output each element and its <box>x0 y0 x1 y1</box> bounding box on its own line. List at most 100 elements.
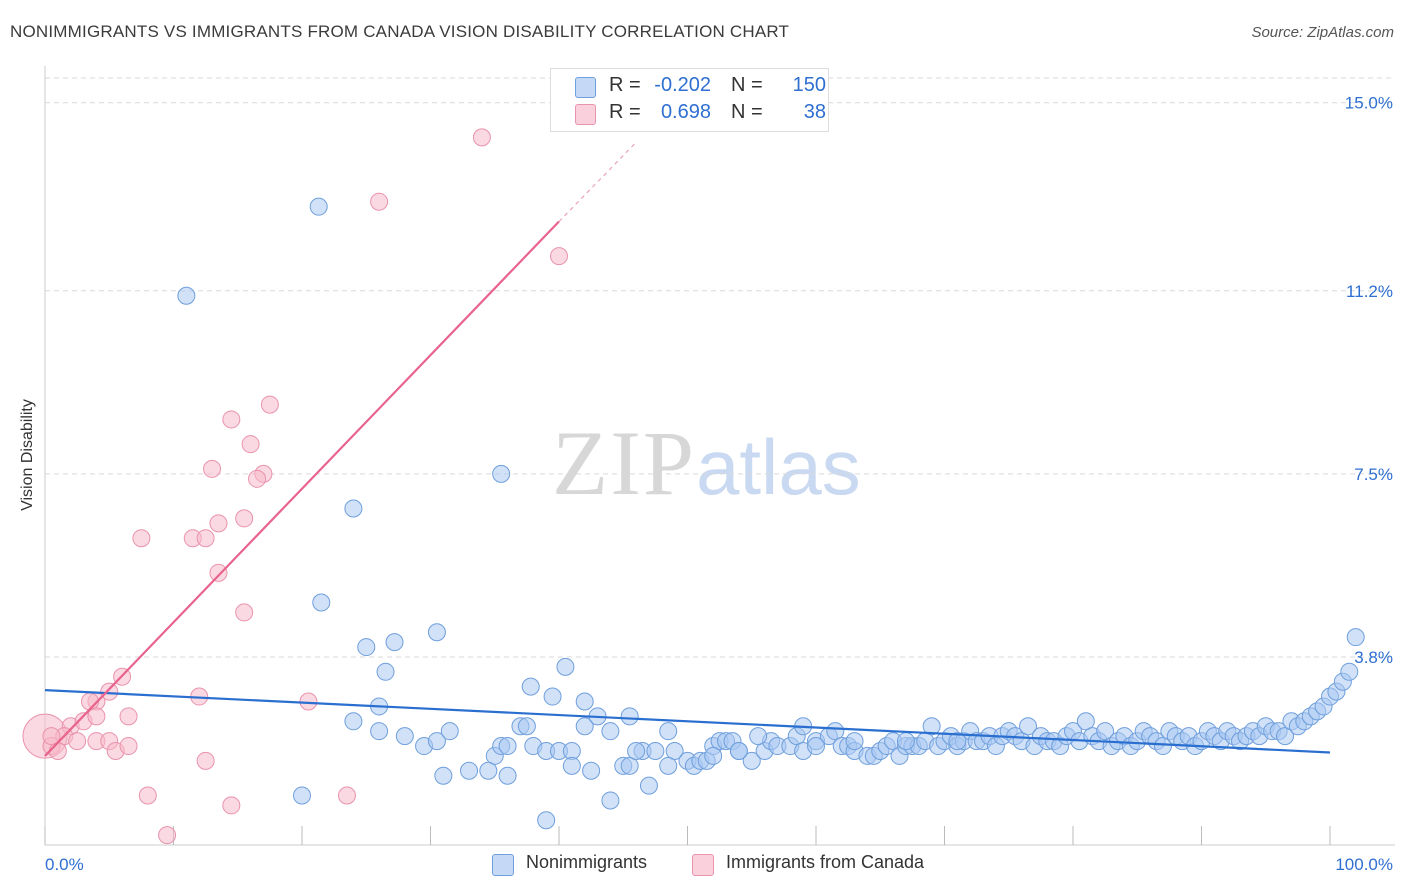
y-tick-label: 11.2% <box>1346 282 1393 301</box>
y-tick-label: 3.8% <box>1354 648 1393 667</box>
watermark-zip: ZIP <box>552 412 696 514</box>
legend-r-label: R = <box>609 101 641 123</box>
data-point-nonimmigrants <box>312 593 331 612</box>
correlation-legend: R = -0.202 N = 150 R = 0.698 N = 38 <box>550 68 829 132</box>
data-point-nonimmigrants <box>845 732 864 751</box>
data-point-immigrants <box>132 529 151 548</box>
data-point-nonimmigrants <box>498 737 517 756</box>
data-point-nonimmigrants <box>517 717 536 736</box>
data-point-nonimmigrants <box>749 727 768 746</box>
data-point-nonimmigrants <box>556 657 575 676</box>
watermark-atlas: atlas <box>696 423 861 511</box>
data-point-immigrants <box>119 737 138 756</box>
data-point-nonimmigrants <box>309 197 328 216</box>
data-point-nonimmigrants <box>460 761 479 780</box>
data-point-nonimmigrants <box>601 791 620 810</box>
data-point-immigrants <box>138 786 157 805</box>
data-point-nonimmigrants <box>562 756 581 775</box>
data-point-nonimmigrants <box>704 746 723 765</box>
data-point-immigrants <box>370 192 389 211</box>
data-point-immigrants <box>68 732 87 751</box>
data-point-nonimmigrants <box>582 761 601 780</box>
data-point-immigrants <box>299 692 318 711</box>
legend-n-label: N = <box>731 101 763 123</box>
data-point-nonimmigrants <box>620 707 639 726</box>
data-point-immigrants <box>248 469 267 488</box>
data-point-nonimmigrants <box>543 687 562 706</box>
data-point-nonimmigrants <box>521 677 540 696</box>
data-point-nonimmigrants <box>1019 717 1038 736</box>
data-point-immigrants <box>222 796 241 815</box>
data-point-nonimmigrants <box>742 751 761 770</box>
data-point-immigrants <box>550 247 568 266</box>
data-point-nonimmigrants <box>646 741 665 760</box>
data-point-nonimmigrants <box>948 732 967 751</box>
y-tick-label: 7.5% <box>1354 465 1393 484</box>
data-point-nonimmigrants <box>1276 727 1295 746</box>
data-point-nonimmigrants <box>659 756 678 775</box>
data-point-nonimmigrants <box>344 712 363 731</box>
data-point-nonimmigrants <box>434 766 453 785</box>
data-point-nonimmigrants <box>427 732 446 751</box>
source-label: Source: ZipAtlas.com <box>1251 24 1394 41</box>
data-point-nonimmigrants <box>385 633 404 652</box>
data-point-nonimmigrants <box>807 737 825 756</box>
chart-title: NONIMMIGRANTS VS IMMIGRANTS FROM CANADA … <box>10 22 790 41</box>
data-point-nonimmigrants <box>395 727 414 746</box>
data-point-nonimmigrants <box>440 722 459 741</box>
data-point-immigrants <box>241 435 260 454</box>
data-point-immigrants <box>209 514 228 533</box>
data-point-immigrants <box>119 707 138 726</box>
data-point-nonimmigrants <box>627 741 646 760</box>
data-point-immigrants <box>196 751 215 770</box>
data-point-immigrants <box>337 786 356 805</box>
data-point-nonimmigrants <box>498 766 517 785</box>
data-point-immigrants <box>158 826 177 845</box>
data-point-nonimmigrants <box>293 786 311 805</box>
data-point-immigrants <box>235 603 254 622</box>
data-point-nonimmigrants <box>1340 662 1359 681</box>
legend-label-nonimmigrants: Nonimmigrants <box>526 852 648 872</box>
trend-line-immigrants <box>44 220 560 757</box>
data-point-nonimmigrants <box>639 776 658 795</box>
y-tick-label: 15.0% <box>1345 94 1393 113</box>
data-point-nonimmigrants <box>537 811 556 830</box>
data-point-immigrants <box>260 395 279 414</box>
trend-line-immigrants-extension <box>558 141 637 222</box>
legend-r-label: R = <box>609 74 641 96</box>
legend-swatch-immigrants <box>575 104 596 125</box>
legend-swatch-nonimmigrants <box>492 854 514 876</box>
data-point-nonimmigrants <box>344 499 363 518</box>
data-point-nonimmigrants <box>620 756 639 775</box>
legend-n-label: N = <box>731 74 763 96</box>
series-legend: Nonimmigrants Immigrants from Canada <box>0 852 1406 878</box>
data-point-nonimmigrants <box>575 692 594 711</box>
legend-r-value: 0.698 <box>660 101 711 123</box>
data-point-nonimmigrants <box>1346 628 1365 647</box>
data-point-nonimmigrants <box>177 286 196 305</box>
data-point-nonimmigrants <box>1076 712 1095 731</box>
data-point-nonimmigrants <box>376 662 395 681</box>
data-point-nonimmigrants <box>492 464 511 483</box>
data-point-nonimmigrants <box>922 717 941 736</box>
data-point-immigrants <box>203 459 222 478</box>
data-point-immigrants <box>209 563 228 582</box>
legend-n-value: 38 <box>803 101 826 123</box>
legend-swatch-immigrants <box>692 854 714 876</box>
legend-swatch-nonimmigrants <box>575 77 596 98</box>
data-point-immigrants <box>222 410 241 429</box>
watermark: ZIPatlas <box>552 410 861 516</box>
data-point-nonimmigrants <box>370 722 389 741</box>
x-tick-label: 0.0% <box>45 855 84 874</box>
data-point-nonimmigrants <box>1153 737 1172 756</box>
data-point-nonimmigrants <box>659 722 678 741</box>
data-point-nonimmigrants <box>1096 722 1115 741</box>
data-point-nonimmigrants <box>896 732 915 751</box>
data-point-immigrants <box>196 529 215 548</box>
data-point-nonimmigrants <box>357 638 376 657</box>
data-point-immigrants <box>42 727 61 746</box>
data-point-nonimmigrants <box>665 741 684 760</box>
data-point-nonimmigrants <box>575 717 594 736</box>
data-point-nonimmigrants <box>601 722 620 741</box>
trend-line-nonimmigrants <box>44 689 1331 754</box>
